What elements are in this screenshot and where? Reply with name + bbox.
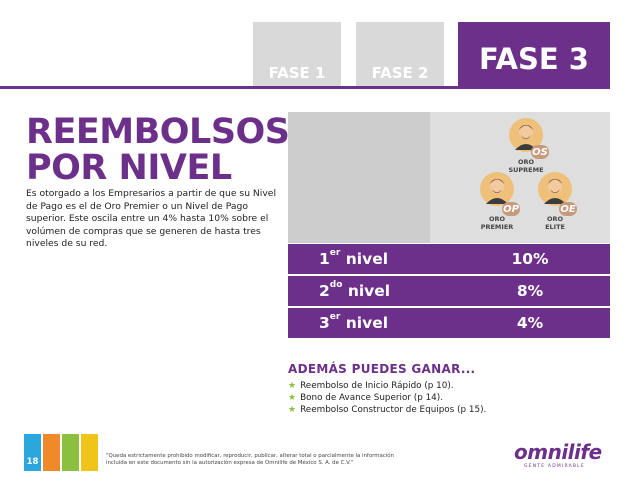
level-word: nivel bbox=[340, 250, 389, 268]
badge-op: OP bbox=[502, 202, 520, 216]
level-percentage: 8% bbox=[516, 282, 544, 300]
star-icon: ★ bbox=[288, 381, 297, 391]
level-suffix: er bbox=[329, 248, 341, 258]
oro-premier-avatar-icon bbox=[480, 172, 514, 206]
level-row-2: 2do nivel 8% bbox=[288, 276, 610, 306]
level-suffix: er bbox=[329, 312, 341, 322]
level-label: 2do nivel bbox=[288, 280, 430, 300]
level-percentage: 10% bbox=[511, 250, 549, 268]
page-title: REEMBOLSOS POR NIVEL bbox=[26, 112, 290, 188]
logo-tagline: GENTE ADMIRABLE bbox=[524, 464, 585, 469]
omnilife-logo: omnilife GENTE ADMIRABLE bbox=[514, 440, 614, 470]
footer-bar-green bbox=[62, 434, 79, 471]
gain-text: Bono de Avance Superior (p 14). bbox=[300, 393, 444, 403]
tab-underline bbox=[0, 86, 610, 89]
title-line-2: POR NIVEL bbox=[26, 148, 232, 188]
rank-label-line: PREMIER bbox=[480, 223, 514, 231]
badge-os: OS bbox=[531, 145, 549, 159]
rank-label-line: SUPREME bbox=[508, 166, 544, 174]
gain-text: Reembolso Constructor de Equipos (p 15). bbox=[300, 405, 487, 415]
list-item: ★ Reembolso Constructor de Equipos (p 15)… bbox=[288, 404, 486, 416]
level-label: 3er nivel bbox=[288, 312, 430, 332]
footer-bar-yellow bbox=[81, 434, 98, 471]
star-icon: ★ bbox=[288, 393, 297, 403]
list-item: ★ Bono de Avance Superior (p 14). bbox=[288, 392, 486, 404]
rank-label-line: ORO bbox=[546, 215, 564, 223]
level-number: 3 bbox=[319, 314, 330, 332]
gain-title: ADEMÁS PUEDES GANAR... bbox=[288, 362, 476, 376]
rank-label-premier: ORO PREMIER bbox=[477, 215, 517, 231]
logo-wordmark: omnilife bbox=[514, 440, 602, 464]
tab-fase-3: FASE 3 bbox=[458, 22, 610, 86]
rank-label-elite: ORO ELITE bbox=[535, 215, 575, 231]
badge-oe: OE bbox=[559, 202, 577, 216]
gain-text: Reembolso de Inicio Rápido (p 10). bbox=[300, 381, 454, 391]
rank-label-supreme: ORO SUPREME bbox=[506, 158, 546, 174]
title-line-1: REEMBOLSOS bbox=[26, 112, 290, 152]
level-word: nivel bbox=[340, 314, 389, 332]
legal-notice: "Queda estrictamente prohibido modificar… bbox=[106, 453, 394, 466]
list-item: ★ Reembolso de Inicio Rápido (p 10). bbox=[288, 380, 486, 392]
footer-bar-blue bbox=[24, 434, 41, 471]
level-label: 1er nivel bbox=[288, 248, 430, 268]
level-row-1: 1er nivel 10% bbox=[288, 244, 610, 274]
description: Es otorgado a los Empresarios a partir d… bbox=[26, 188, 276, 250]
page-number: 18 bbox=[26, 457, 39, 467]
level-number: 2 bbox=[319, 282, 330, 300]
level-word: nivel bbox=[342, 282, 391, 300]
level-row-3: 3er nivel 4% bbox=[288, 308, 610, 338]
level-number: 1 bbox=[319, 250, 330, 268]
star-icon: ★ bbox=[288, 405, 297, 415]
tab-fase-2: FASE 2 bbox=[356, 22, 444, 86]
rank-label-line: ORO bbox=[517, 158, 535, 166]
rank-label-line: ORO bbox=[488, 215, 506, 223]
level-suffix: do bbox=[329, 280, 343, 290]
footer-bar-orange bbox=[43, 434, 60, 471]
grey-panel-left bbox=[288, 112, 430, 243]
tab-fase-1: FASE 1 bbox=[253, 22, 341, 86]
rank-label-line: ELITE bbox=[545, 223, 565, 231]
oro-elite-avatar-icon bbox=[538, 172, 572, 206]
level-percentage: 4% bbox=[516, 314, 544, 332]
gain-list: ★ Reembolso de Inicio Rápido (p 10). ★ Bon… bbox=[288, 380, 486, 416]
